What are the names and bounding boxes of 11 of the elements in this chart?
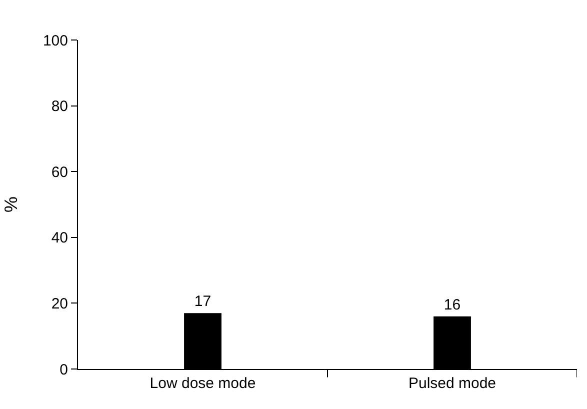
x-tick-label: Low dose mode <box>150 375 256 392</box>
y-tick-label: 0 <box>60 361 68 378</box>
x-tick-label: Pulsed mode <box>408 375 496 392</box>
data-label: 16 <box>444 296 461 314</box>
y-tick-label: 20 <box>51 295 68 312</box>
y-axis-title: % <box>1 196 22 213</box>
data-label: 17 <box>194 293 212 310</box>
y-tick-label: 40 <box>51 230 68 247</box>
y-tick-label: 80 <box>51 98 68 116</box>
y-tick-label: 100 <box>42 32 68 50</box>
y-tick-label: 60 <box>51 164 68 181</box>
